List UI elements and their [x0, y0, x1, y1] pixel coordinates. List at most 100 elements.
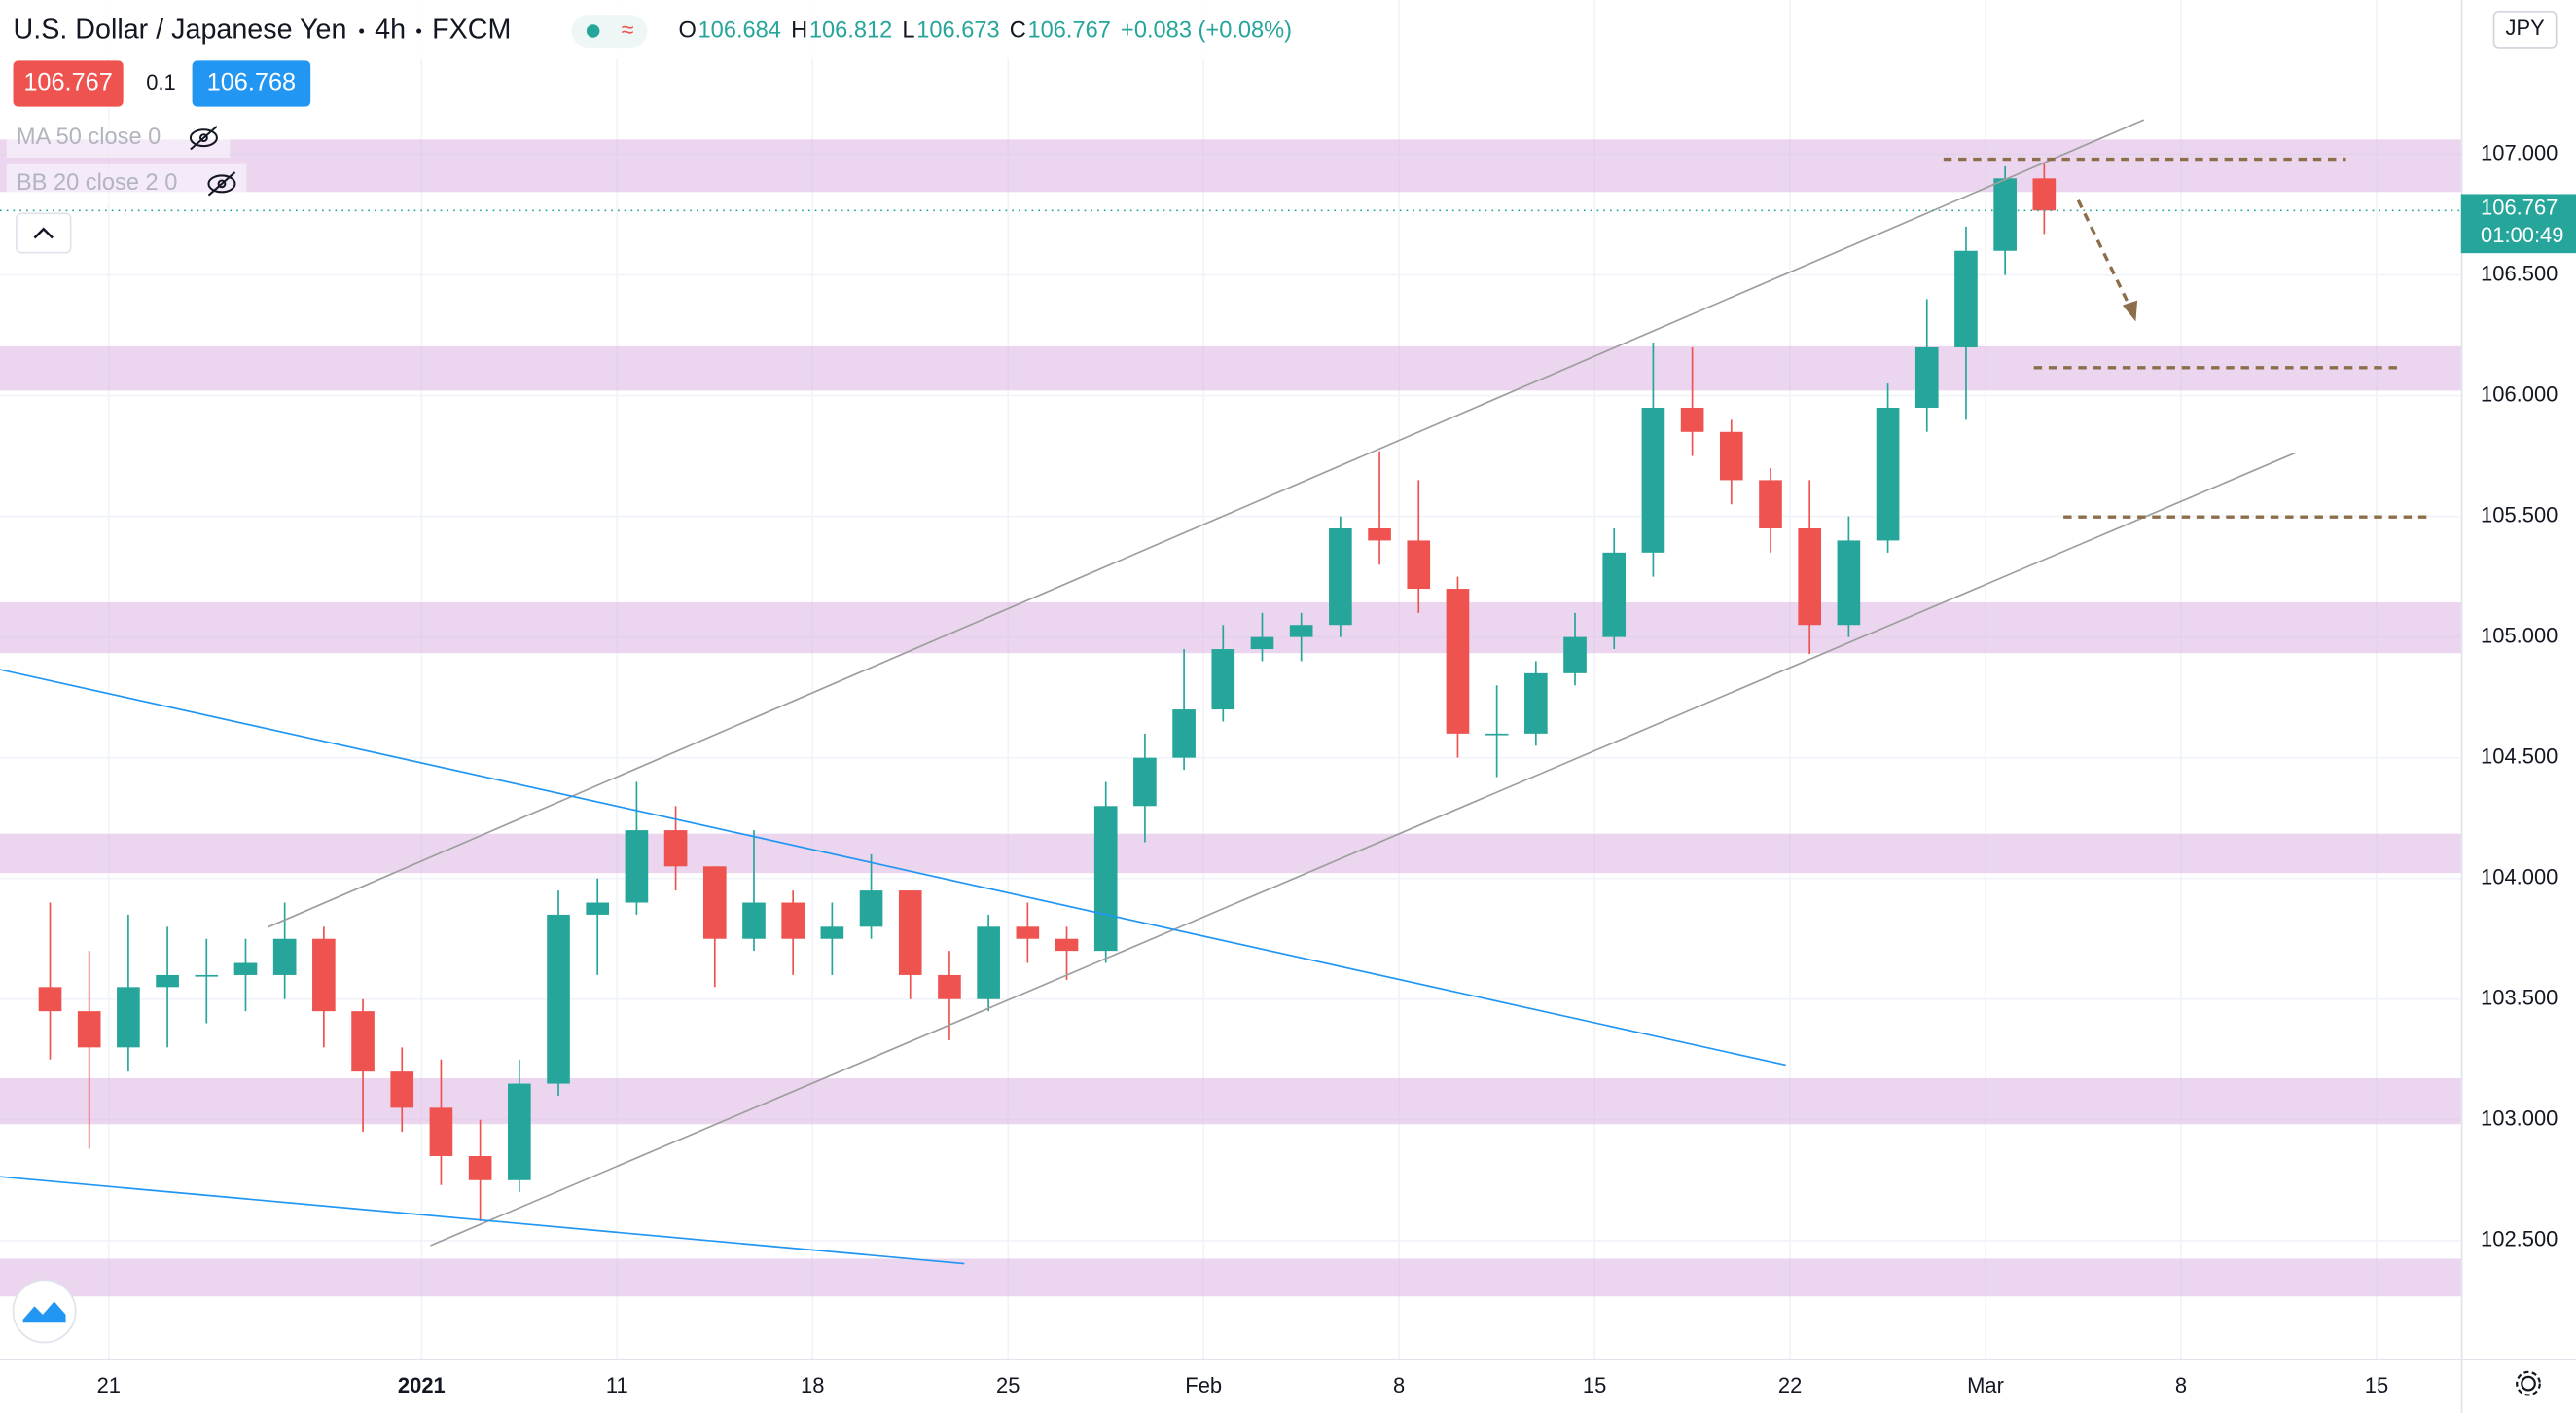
zone [0, 1077, 2461, 1125]
candle-body [898, 890, 922, 975]
ohlc-value: 106.673 [916, 18, 999, 43]
candle-body [1172, 709, 1196, 758]
candle-body [468, 1155, 492, 1180]
candle-body [1133, 757, 1157, 807]
x-tick-label: 15 [1583, 1373, 1606, 1397]
market-status [586, 24, 600, 38]
y-tick-label: 103.000 [2481, 1106, 2558, 1131]
axis: 102.500 103.000 103.500 104.000 104.500 105.0… [97, 140, 2576, 1397]
arrow-head [2122, 300, 2138, 322]
x-tick-label: 11 [606, 1373, 628, 1397]
candle-body [938, 974, 961, 999]
candle-body [1055, 938, 1079, 952]
y-tick-label: 104.000 [2481, 865, 2558, 889]
indicator[interactable]: MA 50 close 0 [17, 125, 161, 150]
channel-line [430, 452, 2296, 1247]
channel-line [267, 119, 2145, 928]
candle-body [1876, 407, 1900, 541]
x-tick-label: Mar [1967, 1373, 2004, 1397]
candles [38, 163, 2057, 1221]
candle-body [1837, 540, 1861, 626]
candle-body [508, 1083, 531, 1180]
zone [0, 601, 2461, 654]
ohlc-key: C [1010, 18, 1026, 43]
hide-icon[interactable] [207, 171, 236, 197]
candle-body [117, 987, 140, 1048]
candle-body [1368, 528, 1391, 541]
x-tick-label: 22 [1778, 1373, 1802, 1397]
candle-body [2032, 178, 2057, 211]
symbol-title: U.S. Dollar / Japanese Yen [14, 15, 347, 46]
hide-icon[interactable] [189, 126, 218, 151]
countdown: 01:00:49 [2481, 223, 2563, 247]
candle-body [1016, 926, 1040, 939]
ohlc-change: +0.083 (+0.08%) [1121, 18, 1292, 43]
price-label: 106.767 [2481, 195, 2558, 219]
trend-line [0, 1176, 965, 1265]
x-tick-label: 21 [97, 1373, 121, 1397]
y-tick-label: 106.000 [2481, 381, 2558, 406]
x-tick-label: 8 [2175, 1373, 2187, 1397]
candle-body [663, 830, 688, 867]
settings-icon[interactable] [2516, 1370, 2541, 1396]
spread: 0.1 [146, 70, 176, 94]
interval: 4h [375, 15, 406, 46]
collapse-button[interactable] [16, 212, 72, 254]
logo-icon [22, 1301, 66, 1323]
zone [0, 139, 2461, 193]
candle-body [586, 902, 610, 915]
x-tick-label: 25 [996, 1373, 1020, 1397]
status-icon: ≈ [622, 18, 634, 43]
ohlc-key: L [902, 18, 914, 43]
ohlc-key: H [791, 18, 807, 43]
candle-body [1446, 589, 1470, 734]
y-tick-label: 106.500 [2481, 261, 2558, 285]
y-tick-label: 105.000 [2481, 623, 2558, 647]
candle-body [820, 926, 844, 939]
candle-body [547, 914, 570, 1084]
candle-body [1680, 407, 1704, 432]
candle-body [1485, 733, 1509, 736]
zones [0, 139, 2461, 1297]
candle-body [429, 1107, 453, 1156]
bid-box[interactable] [13, 60, 124, 107]
currency: JPY [2506, 16, 2546, 40]
y-tick-label: 105.500 [2481, 502, 2558, 526]
candle-body [702, 866, 727, 939]
separator [359, 28, 365, 34]
ohlc-value: 106.812 [809, 18, 892, 43]
candle-body [1641, 407, 1665, 553]
candle-body [1719, 431, 1743, 481]
y-tick-label: 103.500 [2481, 986, 2558, 1010]
x-tick-label: Feb [1185, 1373, 1222, 1397]
x-tick-label: 2021 [398, 1373, 446, 1397]
y-tick-label: 107.000 [2481, 140, 2558, 164]
ask-box[interactable] [192, 60, 311, 107]
bid: 106.767 [23, 69, 113, 96]
candle-body [312, 938, 336, 1012]
candle-body [1329, 528, 1352, 626]
candle-body [1602, 552, 1627, 637]
ohlc-legend: O 106.684 H 106.812 L 106.673 C 106.767 +0.083 (… [678, 18, 1292, 43]
currency-box[interactable] [2492, 10, 2558, 49]
price-label-box [2460, 194, 2576, 254]
candle-body [156, 974, 179, 988]
candle-body [1759, 480, 1782, 529]
header-bg [0, 0, 1364, 59]
indicator[interactable]: BB 20 close 2 0 [17, 170, 177, 196]
candle-body [38, 987, 62, 1012]
status-pill[interactable] [571, 15, 648, 48]
indicator-bg [6, 118, 231, 158]
separator [416, 28, 422, 34]
x-tick-label: 18 [801, 1373, 824, 1397]
candle-body [1914, 346, 1939, 408]
x-tick-label: 8 [1393, 1373, 1405, 1397]
logo[interactable] [12, 1279, 77, 1344]
ask: 106.768 [207, 69, 297, 96]
candle-body [195, 974, 219, 977]
candle-body [77, 1011, 101, 1048]
candle-body [233, 962, 258, 975]
candle-body [351, 1011, 375, 1072]
